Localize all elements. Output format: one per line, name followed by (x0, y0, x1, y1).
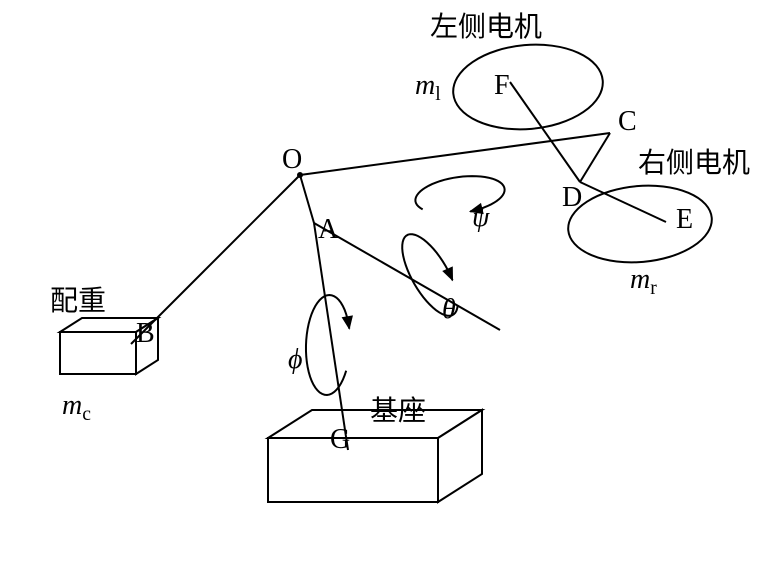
hinge-OA (300, 175, 314, 223)
label-G: G (330, 424, 350, 455)
main-beam-OB (131, 175, 300, 344)
mass-mr: mr (630, 264, 657, 299)
label-D: D (562, 182, 582, 213)
base-box-front (268, 438, 438, 502)
psi-symbol: ψ (472, 202, 490, 233)
rotor-arm-FD (510, 82, 580, 182)
counterweight-box-front (60, 332, 136, 374)
cn-base: 基座 (370, 395, 426, 426)
phi-symbol: ϕ (288, 344, 303, 375)
left_motor-ellipse (450, 39, 607, 136)
label-A: A (318, 214, 339, 245)
phi-arrow (342, 316, 352, 329)
cn-left_motor: 左侧电机 (430, 11, 542, 42)
label-O: O (282, 144, 302, 175)
mass-ml: ml (415, 70, 441, 105)
theta-arrow (443, 267, 452, 280)
psi-arc (415, 176, 504, 211)
theta-symbol: θ (442, 294, 456, 325)
label-E: E (676, 204, 693, 235)
cn-right_motor: 右侧电机 (638, 147, 750, 178)
mass-mc: mc (62, 390, 91, 425)
label-F: F (494, 70, 510, 101)
main-beam-OC (300, 133, 610, 175)
cn-counterweight: 配重 (50, 285, 106, 316)
rotor-arm-CD (580, 133, 610, 182)
label-B: B (136, 318, 155, 349)
theta-axis-line (314, 223, 500, 330)
label-C: C (618, 106, 637, 137)
